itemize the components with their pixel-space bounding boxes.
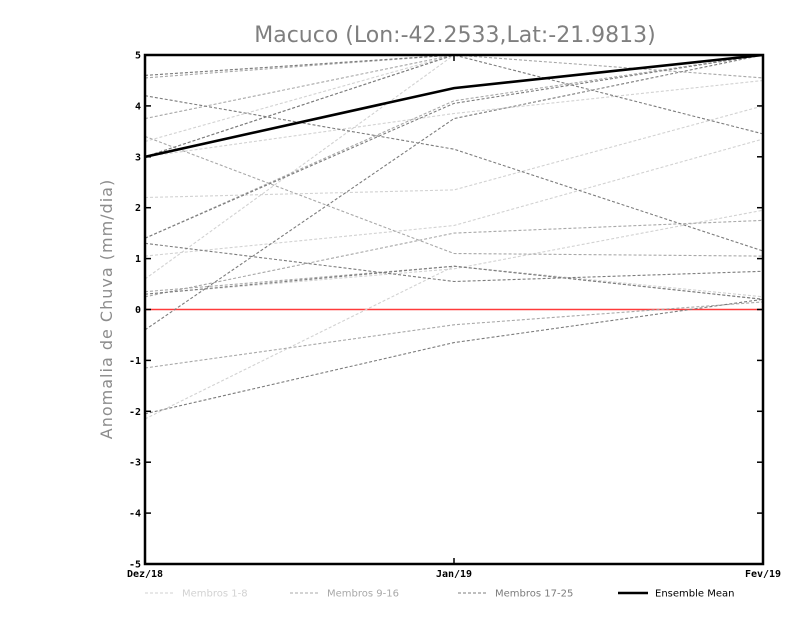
member-line-7 — [145, 79, 763, 158]
member-line-3 — [145, 138, 763, 257]
member-line-11 — [145, 219, 763, 298]
legend-item: Membros 1-8 — [145, 589, 248, 600]
member-line-15 — [145, 265, 763, 300]
y-tick-label: 1 — [135, 254, 141, 265]
member-line-20 — [145, 298, 763, 415]
legend-item: Ensemble Mean — [618, 589, 734, 600]
y-tick-label: 3 — [135, 152, 141, 163]
legend-item: Membros 9-16 — [290, 589, 399, 600]
y-tick-label: -3 — [129, 458, 141, 469]
member-line-22 — [145, 95, 763, 252]
y-tick-label: -1 — [129, 356, 141, 367]
member-line-5 — [145, 265, 763, 420]
y-tick-label: 4 — [135, 101, 141, 112]
member-line-24 — [145, 55, 763, 135]
x-tick-label: Jan/19 — [436, 569, 472, 580]
member-line-14 — [145, 55, 763, 120]
member-line-4 — [145, 209, 763, 295]
legend-label: Membros 1-8 — [182, 589, 248, 600]
member-line-12 — [145, 55, 763, 158]
member-line-6 — [145, 55, 763, 280]
y-tick-label: -2 — [129, 407, 141, 418]
y-tick-label: -4 — [129, 509, 141, 520]
member-line-2 — [145, 105, 763, 199]
legend-label: Ensemble Mean — [655, 589, 734, 600]
member-line-21 — [145, 55, 763, 331]
y-axis-label: Anomalia de Chuva (mm/dia) — [97, 179, 116, 439]
x-tick-label: Fev/19 — [745, 569, 781, 580]
member-line-8 — [145, 55, 763, 143]
member-line-18 — [145, 55, 763, 158]
legend-label: Membros 17-25 — [495, 589, 573, 600]
legend-label: Membros 9-16 — [327, 589, 399, 600]
y-tick-label: 5 — [135, 51, 141, 62]
y-tick-label: 0 — [135, 305, 141, 316]
ensemble-mean-line — [145, 55, 763, 159]
member-line-19 — [145, 242, 763, 283]
x-tick-label: Dez/18 — [127, 569, 163, 580]
member-line-13 — [145, 55, 763, 239]
member-line-23 — [145, 55, 763, 239]
member-line-25 — [145, 265, 763, 300]
legend-item: Membros 17-25 — [458, 589, 573, 600]
chart-title: Macuco (Lon:-42.2533,Lat:-21.9813) — [254, 23, 656, 48]
member-line-16 — [145, 301, 763, 369]
member-line-9 — [145, 135, 763, 257]
y-tick-label: -5 — [129, 560, 141, 571]
y-tick-label: 2 — [135, 203, 141, 214]
